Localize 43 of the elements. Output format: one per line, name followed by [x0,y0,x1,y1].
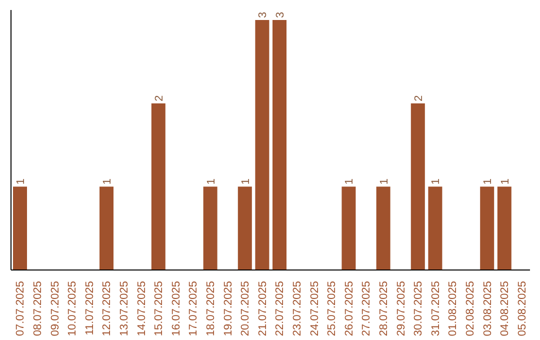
x-tick-label: 17.07.2025 [188,281,200,336]
x-tick-label: 31.07.2025 [430,281,442,336]
x-tick-label: 20.07.2025 [240,281,252,336]
x-tick-label: 29.07.2025 [395,281,408,336]
x-tick-label: 09.07.2025 [49,281,62,336]
x-tick-label: 04.08.2025 [499,281,512,336]
x-tick-label: 18.07.2025 [204,281,217,336]
x-tick-label: 25.07.2025 [326,281,338,336]
data-label: 1 [344,178,356,185]
x-tick-label: 30.07.2025 [412,281,425,336]
data-label: 1 [15,178,27,185]
x-tick-label: 10.07.2025 [66,281,79,336]
x-tick-label: 05.08.2025 [516,281,528,336]
x-tick-label: 14.07.2025 [136,281,148,336]
x-tick-label: 08.07.2025 [32,281,44,336]
x-tick-label: 01.08.2025 [447,281,460,336]
x-tick-label: 24.07.2025 [308,281,321,336]
data-label: 1 [430,178,442,185]
x-tick-label: 21.07.2025 [256,281,269,336]
x-tick-label: 12.07.2025 [101,281,114,336]
data-label: 1 [102,178,114,185]
x-tick-label: 19.07.2025 [222,281,234,336]
data-label: 3 [257,12,270,18]
data-label: 2 [412,95,425,102]
x-tick-label: 28.07.2025 [378,281,390,336]
x-tick-label: 15.07.2025 [153,281,166,336]
x-tick-label: 23.07.2025 [291,281,304,336]
data-label: 3 [274,12,286,18]
x-tick-label: 26.07.2025 [343,281,356,336]
data-label: 1 [378,178,390,185]
x-tick-label: 02.08.2025 [464,281,476,336]
x-tick-label: 11.07.2025 [84,281,96,336]
x-tick-label: 07.07.2025 [14,281,27,336]
data-label: 1 [499,178,512,185]
x-tick-label: 03.08.2025 [482,281,494,336]
x-tick-label: 13.07.2025 [118,281,130,336]
x-tick-label: 16.07.2025 [170,281,182,336]
data-label: 1 [205,178,218,185]
data-label: 2 [153,95,166,102]
data-label: 1 [482,178,494,185]
x-tick-label: 22.07.2025 [274,281,286,336]
data-label: 1 [240,178,252,185]
x-tick-label: 27.07.2025 [360,281,373,336]
